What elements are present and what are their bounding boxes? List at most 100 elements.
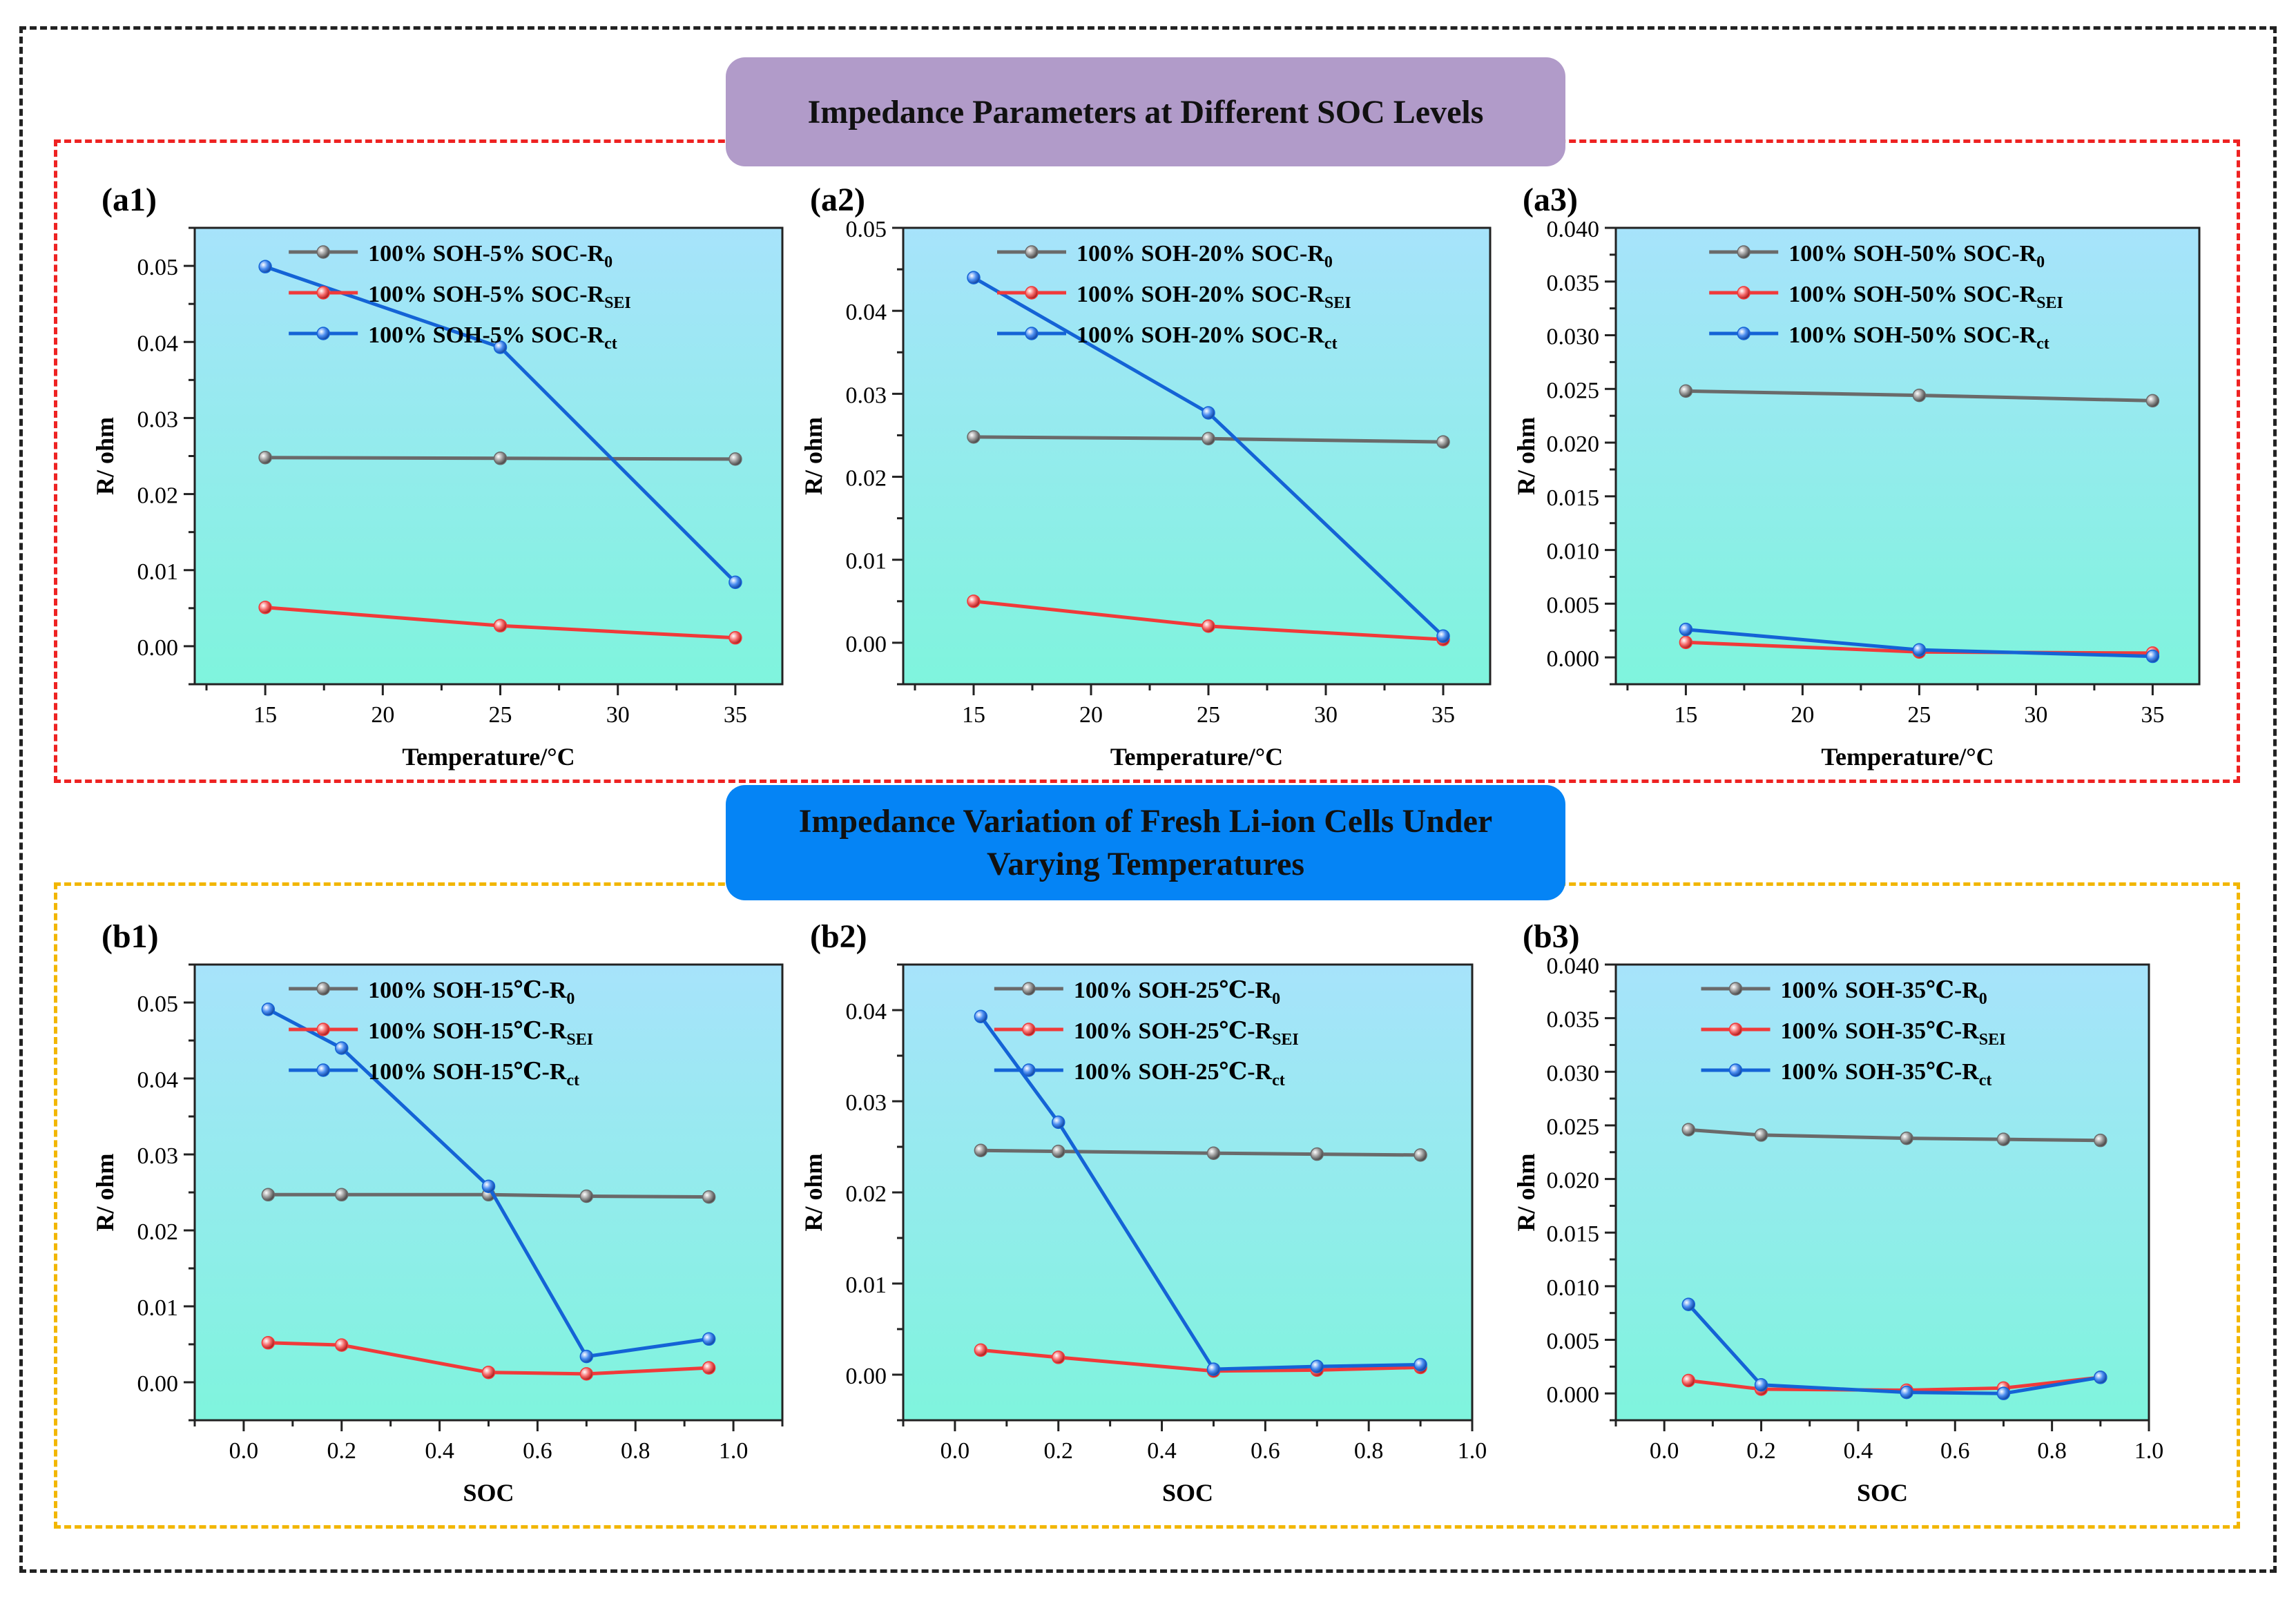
y-tick-label-b1: 0.04 bbox=[137, 1067, 179, 1093]
data-point-a2-0 bbox=[1436, 435, 1450, 449]
x-tick-label-b1: 0.6 bbox=[523, 1438, 552, 1464]
x-tick-label-b1: 0.8 bbox=[621, 1438, 650, 1464]
y-tick-label-a3: 0.030 bbox=[1547, 325, 1600, 350]
x-tick-label-b2: 0.0 bbox=[940, 1438, 970, 1464]
x-tick-label-a1: 30 bbox=[606, 702, 630, 728]
x-tick-label-a2: 30 bbox=[1314, 702, 1338, 728]
data-point-b1-0 bbox=[261, 1188, 276, 1202]
y-tick-label-b3: 0.025 bbox=[1547, 1114, 1600, 1140]
legend-marker-a1 bbox=[316, 245, 330, 259]
x-axis-label-a1: Temperature/°C bbox=[402, 743, 575, 771]
y-tick-label-a2: 0.02 bbox=[846, 466, 887, 492]
x-tick-label-b2: 0.6 bbox=[1251, 1438, 1280, 1464]
data-point-b1-0 bbox=[702, 1190, 716, 1204]
y-tick-label-a2: 0.05 bbox=[846, 217, 887, 242]
legend-marker-b3 bbox=[1728, 1023, 1743, 1036]
data-point-a2-ct bbox=[967, 271, 981, 284]
y-axis-label-a2: R/ ohm bbox=[800, 417, 827, 495]
legend-entry-b3: 100% SOH-35℃-R0 bbox=[1781, 978, 1987, 1008]
data-point-a1-SEI bbox=[493, 619, 508, 632]
y-tick-label-b3: 0.000 bbox=[1547, 1382, 1600, 1408]
legend-entry-a2: 100% SOH-20% SOC-RSEI bbox=[1077, 282, 1351, 312]
chart-a3: (a3) 0.000 0.005 0.010 0.015 0.020 0.025 0.030 0… bbox=[1512, 182, 2201, 771]
data-point-a2-0 bbox=[967, 430, 981, 444]
legend-marker-b3 bbox=[1728, 1063, 1743, 1077]
data-point-b3-0 bbox=[1681, 1123, 1696, 1136]
legend-entry-a2: 100% SOH-20% SOC-R0 bbox=[1077, 241, 1333, 271]
data-point-b2-ct bbox=[974, 1009, 988, 1023]
legend-entry-b2: 100% SOH-25℃-R0 bbox=[1074, 978, 1280, 1008]
y-axis-label-b1: R/ ohm bbox=[91, 1153, 119, 1231]
x-tick-label-b1: 1.0 bbox=[719, 1438, 749, 1464]
x-tick-label-b2: 0.8 bbox=[1354, 1438, 1384, 1464]
data-point-a2-0 bbox=[1202, 432, 1215, 446]
legend-marker-b2 bbox=[1022, 1063, 1036, 1077]
data-point-b1-ct bbox=[481, 1179, 496, 1193]
data-point-b1-SEI bbox=[481, 1365, 496, 1380]
data-point-a1-0 bbox=[493, 452, 508, 465]
panel-label-a2: (a2) bbox=[810, 182, 865, 218]
legend-marker-a3 bbox=[1737, 245, 1750, 259]
data-point-b3-0 bbox=[1754, 1128, 1768, 1142]
legend-marker-a2 bbox=[1025, 245, 1039, 259]
data-point-b2-0 bbox=[1206, 1146, 1221, 1160]
chart-b1: (b1) 0.00 0.01 0.02 0.03 0.04 0.05 0.0 0.2 0.4 0.6… bbox=[91, 918, 784, 1507]
data-point-b2-ct bbox=[1414, 1357, 1427, 1372]
x-tick-label-a3: 35 bbox=[2141, 702, 2164, 728]
legend-entry-b3: 100% SOH-35℃-Rct bbox=[1781, 1059, 1992, 1090]
chart-a2: (a2) 0.00 0.01 0.02 0.03 0.04 0.05 15 20 25 30 35 Te… bbox=[800, 182, 1492, 771]
legend-entry-a1: 100% SOH-5% SOC-RSEI bbox=[368, 282, 631, 312]
x-tick-label-b3: 0.6 bbox=[1940, 1438, 1970, 1464]
panel-label-a3: (a3) bbox=[1523, 182, 1578, 218]
legend-entry-a3: 100% SOH-50% SOC-RSEI bbox=[1788, 282, 2063, 312]
data-point-b2-ct bbox=[1051, 1115, 1065, 1130]
data-point-a1-0 bbox=[729, 452, 742, 466]
data-point-b1-SEI bbox=[261, 1336, 276, 1350]
data-point-a1-ct bbox=[493, 340, 508, 354]
x-tick-label-a2: 20 bbox=[1079, 702, 1103, 728]
y-axis-label-a3: R/ ohm bbox=[1512, 417, 1540, 495]
x-axis-label-b1: SOC bbox=[463, 1479, 514, 1507]
data-point-a3-0 bbox=[1679, 384, 1693, 398]
x-tick-label-b1: 0.2 bbox=[327, 1438, 357, 1464]
legend-marker-b1 bbox=[316, 1023, 330, 1036]
x-tick-label-a3: 25 bbox=[1907, 702, 1931, 728]
y-tick-label-a3: 0.040 bbox=[1547, 217, 1600, 242]
x-tick-label-a3: 15 bbox=[1674, 702, 1697, 728]
soc-section-banner: Impedance Parameters at Different SOC Le… bbox=[726, 57, 1565, 166]
data-point-a3-ct bbox=[1679, 622, 1693, 637]
data-point-b1-SEI bbox=[579, 1367, 594, 1381]
data-point-b3-SEI bbox=[1681, 1373, 1696, 1388]
y-tick-label-a3: 0.025 bbox=[1547, 378, 1600, 403]
y-tick-label-b1: 0.05 bbox=[137, 991, 179, 1017]
x-tick-label-b3: 1.0 bbox=[2134, 1438, 2164, 1464]
y-tick-label-b3: 0.010 bbox=[1547, 1275, 1600, 1301]
data-point-b2-SEI bbox=[1051, 1351, 1065, 1364]
y-tick-label-b1: 0.00 bbox=[137, 1371, 179, 1397]
plot-frame-a2 bbox=[902, 226, 1492, 686]
legend-marker-a1 bbox=[316, 286, 330, 300]
y-tick-label-b1: 0.01 bbox=[137, 1295, 179, 1321]
legend-marker-b3 bbox=[1728, 982, 1743, 996]
x-tick-label-a1: 20 bbox=[371, 702, 394, 728]
data-point-b1-SEI bbox=[335, 1338, 349, 1352]
data-point-b2-0 bbox=[1051, 1144, 1065, 1159]
y-tick-label-b2: 0.01 bbox=[846, 1272, 887, 1298]
x-tick-label-a1: 35 bbox=[724, 702, 747, 728]
y-tick-label-b3: 0.035 bbox=[1547, 1007, 1600, 1033]
legend-entry-a1: 100% SOH-5% SOC-R0 bbox=[368, 241, 612, 271]
data-point-a2-ct bbox=[1436, 629, 1450, 643]
y-tick-label-a1: 0.01 bbox=[137, 559, 179, 585]
data-point-b1-ct bbox=[579, 1349, 594, 1364]
legend-marker-a2 bbox=[1025, 327, 1039, 340]
panel-label-b3: (b3) bbox=[1523, 918, 1580, 955]
data-point-a2-SEI bbox=[1202, 619, 1215, 633]
legend-marker-b1 bbox=[316, 982, 330, 996]
x-tick-label-a2: 35 bbox=[1431, 702, 1455, 728]
legend-marker-b2 bbox=[1022, 1023, 1036, 1036]
data-point-b1-ct bbox=[702, 1332, 716, 1346]
plot-frame-a3 bbox=[1614, 226, 2201, 686]
y-tick-label-b1: 0.03 bbox=[137, 1143, 179, 1169]
y-tick-label-b3: 0.030 bbox=[1547, 1061, 1600, 1086]
data-point-a3-SEI bbox=[1679, 635, 1693, 650]
